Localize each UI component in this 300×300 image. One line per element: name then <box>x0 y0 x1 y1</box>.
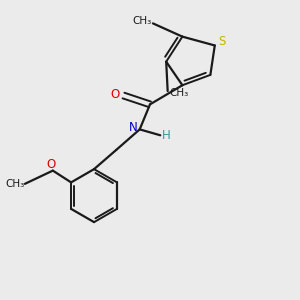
Text: CH₃: CH₃ <box>132 16 152 26</box>
Text: N: N <box>129 122 138 134</box>
Text: O: O <box>111 88 120 100</box>
Text: S: S <box>218 35 226 48</box>
Text: O: O <box>47 158 56 171</box>
Text: CH₃: CH₃ <box>5 179 24 190</box>
Text: CH₃: CH₃ <box>169 88 188 98</box>
Text: H: H <box>162 129 171 142</box>
